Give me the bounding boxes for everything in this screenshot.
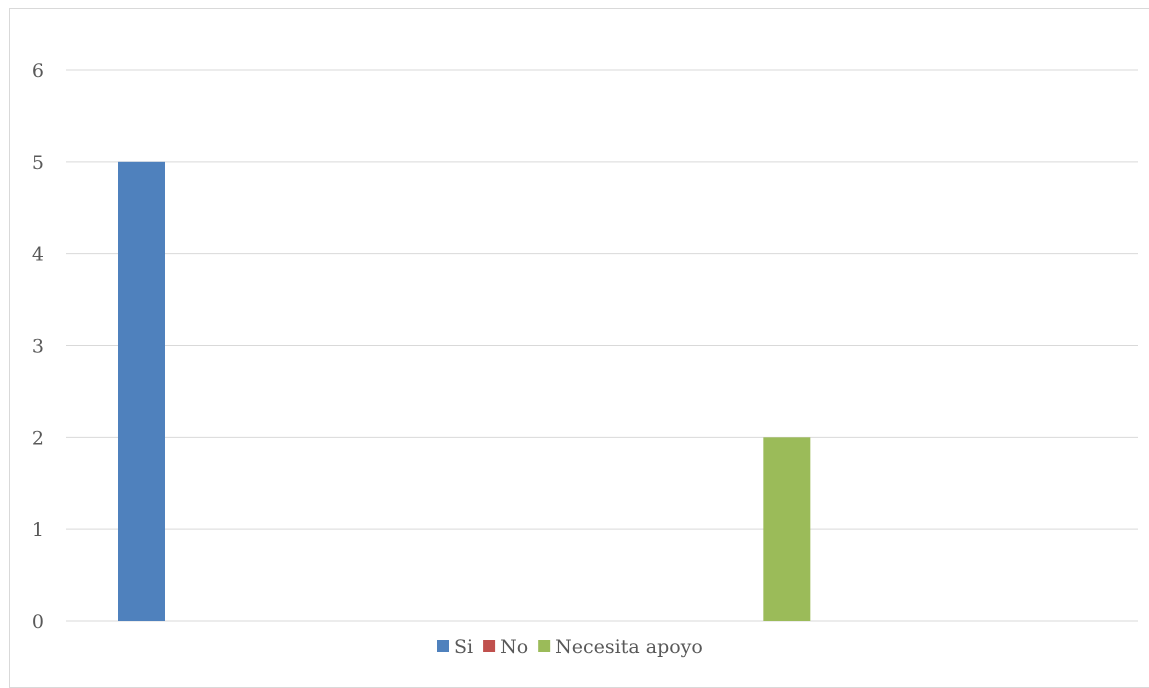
- y-tick-label: 4: [32, 244, 44, 266]
- y-tick-label: 5: [32, 152, 44, 174]
- legend-label: No: [500, 636, 528, 658]
- bar-necesita-apoyo: [763, 437, 811, 621]
- legend-label: Si: [454, 636, 473, 658]
- y-axis-ticks: 0 1 2 3 4 5 6: [32, 60, 44, 633]
- y-tick-label: 2: [32, 427, 44, 449]
- y-tick-label: 6: [32, 60, 44, 82]
- legend-label: Necesita apoyo: [555, 636, 703, 658]
- legend-swatch: [483, 640, 496, 652]
- legend-swatch: [437, 640, 449, 652]
- chart-frame: [9, 8, 1149, 688]
- bars: [118, 161, 811, 622]
- y-tick-label: 3: [32, 336, 44, 358]
- legend-swatch: [538, 640, 551, 652]
- gridlines: [66, 69, 1138, 530]
- legend: Si No Necesita apoyo: [437, 636, 703, 658]
- bar-si: [118, 161, 165, 622]
- y-tick-label: 1: [32, 519, 44, 541]
- y-tick-label: 0: [32, 611, 44, 633]
